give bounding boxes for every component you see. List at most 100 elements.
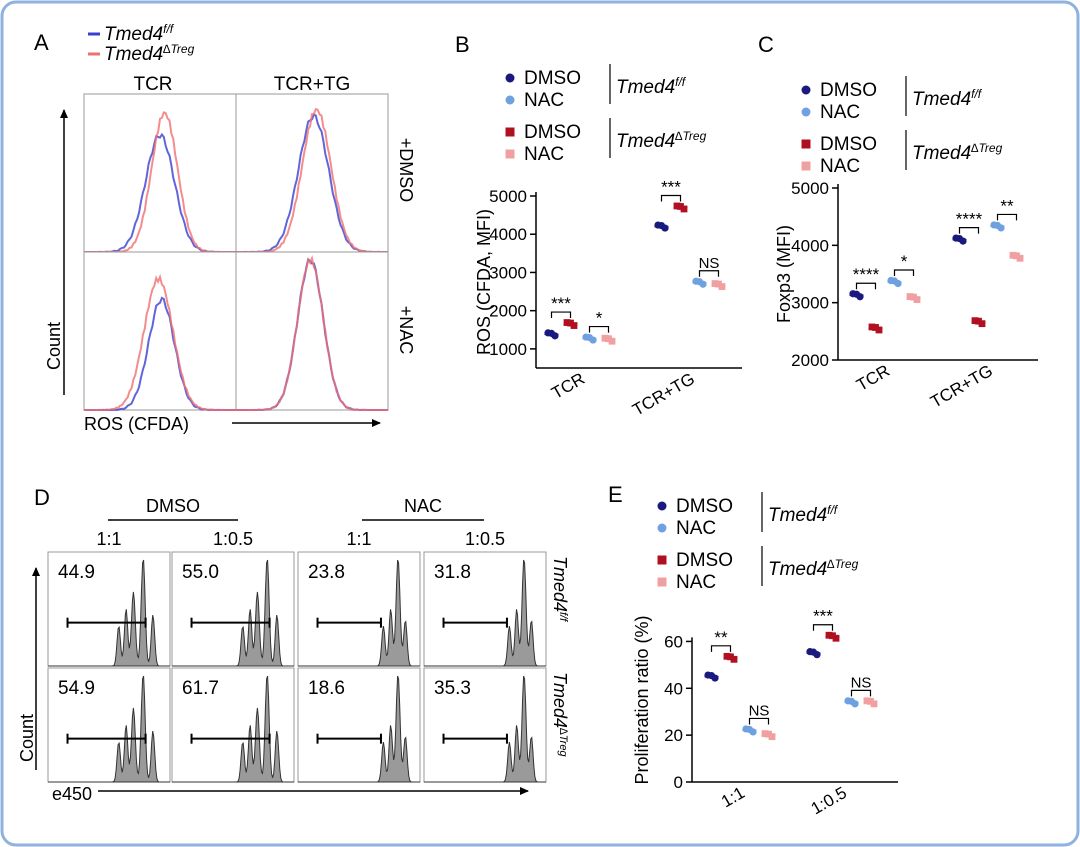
data-point: [677, 203, 684, 210]
y-tick-label: 4000: [791, 236, 829, 255]
d-ratio-label: 1:1: [96, 529, 121, 549]
significance-label: ***: [661, 177, 681, 196]
a-col-label-tcr-tg: TCR+TG: [274, 74, 351, 95]
legend-group-label-ff: Tmed4f/f: [912, 87, 983, 110]
data-point: [863, 697, 871, 705]
y-axis-title: Proliferation ratio (%): [632, 615, 652, 784]
data-point: [1009, 251, 1017, 259]
data-point: [894, 279, 902, 288]
data-point: [825, 631, 833, 639]
significance-bracket: [710, 645, 732, 652]
legend-marker: [801, 85, 811, 95]
data-point: [867, 697, 874, 705]
data-point: [832, 634, 840, 642]
legend-label: NAC: [820, 156, 860, 177]
panel-letter-b: B: [455, 32, 470, 57]
data-point: [1016, 254, 1024, 262]
data-point: [868, 323, 876, 331]
data-point: [856, 293, 864, 301]
d-histogram-cell: [47, 551, 171, 667]
data-point: [749, 728, 757, 736]
significance-label: ****: [853, 265, 880, 284]
y-tick-label: 3000: [791, 294, 829, 313]
d-ratio-label: 1:0.5: [213, 529, 253, 549]
data-point: [699, 280, 707, 288]
y-axis-title: ROS (CFDA, MFI): [474, 209, 494, 355]
significance-label: *: [596, 309, 603, 328]
a-histogram-grid: [83, 93, 389, 412]
d-histogram-fill: [48, 675, 170, 783]
legend-label: DMSO: [524, 122, 581, 143]
legend-label: NAC: [820, 102, 860, 123]
data-point: [765, 730, 772, 738]
data-point: [661, 224, 669, 232]
significance-bracket: [812, 624, 834, 631]
d-gate-percentage: 44.9: [58, 562, 95, 583]
y-tick-label: 40: [664, 679, 683, 698]
data-point: [711, 674, 719, 682]
significance-label: ***: [813, 607, 833, 626]
legend-label: NAC: [676, 572, 716, 593]
d-row-label: Tmed4∆Treg: [550, 672, 570, 757]
legend-label: DMSO: [820, 134, 877, 155]
data-point: [608, 337, 616, 345]
a-row-label-dmso: +DMSO: [396, 138, 416, 203]
data-point: [601, 334, 609, 342]
d-histogram-cell: [171, 667, 295, 783]
legend-group-label-ff: Tmed4f/f: [616, 75, 687, 98]
significance-bracket: [996, 213, 1018, 221]
legend-label: NAC: [524, 90, 564, 111]
legend-label: DMSO: [820, 80, 877, 101]
significance-label: NS: [699, 255, 720, 272]
significance-label: ****: [956, 210, 983, 229]
a-col-label-tcr: TCR: [133, 74, 172, 95]
d-gate-percentage: 31.8: [434, 562, 471, 583]
legend-marker: [801, 107, 811, 117]
panel-d: D DMSO NAC Count e450 1:1 1:0.5 1:1 1:0.5 Tm…: [17, 485, 570, 804]
legend-label: DMSO: [676, 550, 733, 571]
significance-bracket: [660, 194, 682, 202]
d-gate-percentage: 18.6: [308, 678, 345, 699]
significance-label: **: [714, 628, 728, 647]
data-point: [1013, 252, 1020, 260]
legend-marker: [505, 73, 515, 83]
d-histogram-fill: [172, 675, 294, 783]
significance-bracket: [855, 282, 877, 290]
y-tick-label: 3000: [489, 263, 527, 282]
y-tick-label: 20: [664, 726, 683, 745]
legend-label: DMSO: [524, 68, 581, 89]
data-point: [813, 651, 821, 659]
significance-bracket: [698, 270, 720, 277]
d-histogram-cell: [47, 667, 171, 783]
legend-marker: [801, 161, 811, 171]
a-x-label: ROS (CFDA): [84, 414, 189, 434]
legend-group-label-ko: Tmed4∆Treg: [616, 129, 707, 152]
data-point: [875, 326, 883, 334]
data-point: [715, 280, 722, 288]
panel-letter-e: E: [608, 482, 623, 507]
significance-label: ***: [551, 294, 571, 313]
data-point: [872, 324, 879, 331]
y-tick-label: 5000: [489, 187, 527, 206]
d-x-label: e450: [52, 784, 92, 804]
data-point: [730, 655, 738, 663]
y-axis-title: Foxp3 (MFI): [774, 225, 794, 323]
legend-marker: [801, 139, 811, 149]
d-group-dmso: DMSO: [146, 496, 200, 516]
data-point: [761, 730, 769, 738]
legend-group-label-ko: Tmed4∆Treg: [768, 557, 859, 580]
y-tick-label: 1000: [489, 340, 527, 359]
d-gate-percentage: 54.9: [58, 678, 95, 699]
d-histogram-fill: [424, 559, 546, 667]
data-point: [570, 322, 578, 329]
significance-label: NS: [749, 702, 770, 719]
y-tick-label: 4000: [489, 225, 527, 244]
data-point: [605, 335, 612, 343]
legend-marker: [657, 555, 667, 565]
d-histogram-fill: [298, 559, 420, 667]
